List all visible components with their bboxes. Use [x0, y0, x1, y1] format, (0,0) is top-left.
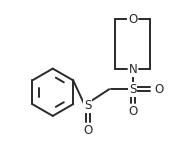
Text: O: O [83, 124, 93, 137]
Text: N: N [128, 63, 137, 76]
Text: O: O [128, 12, 138, 26]
Text: O: O [154, 83, 164, 96]
Text: O: O [128, 105, 138, 118]
Text: S: S [129, 83, 137, 96]
Text: S: S [84, 99, 92, 112]
